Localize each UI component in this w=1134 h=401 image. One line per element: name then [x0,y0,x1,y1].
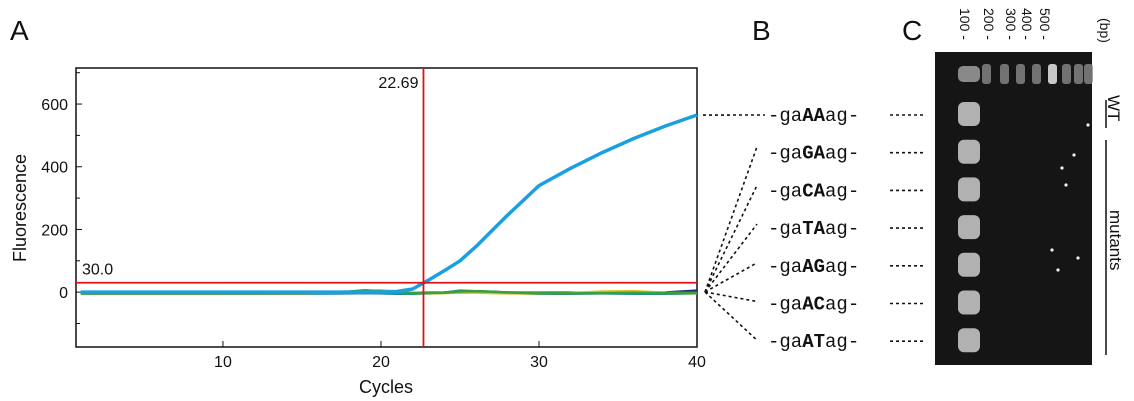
y-axis-label: Fluorescence [10,154,30,262]
mutants-label: mutants [1106,210,1125,270]
sequence: -gaATag- [768,331,859,353]
x-tick-label: 10 [214,354,232,371]
connector [705,263,757,292]
sequence-part: -ga [768,180,802,202]
connector [705,292,757,302]
y-tick-label: 200 [41,222,68,239]
connector [705,224,757,292]
x-axis-label: Cycles [359,377,413,397]
sequence-part: ag- [825,218,859,240]
sequence-part: -ga [768,143,802,165]
ladder-label: 400 - [1019,8,1035,40]
connector [705,292,757,340]
well-band [1016,64,1025,84]
ladder-label: 300 - [1003,8,1019,40]
ladder-band [958,140,980,164]
ladder-label: 200 - [981,8,997,40]
plot-frame [76,68,697,347]
sequence-mutation: AG [802,256,825,278]
ladder-label: 500 - [1037,8,1053,40]
figure: A B C Cycles Fluorescence 0 200 400 600 10 20… [0,0,1134,401]
sequence: -gaACag- [768,294,859,316]
x-tick-label: 40 [688,354,706,371]
ladder-band [958,253,980,277]
y-tick-label: 0 [59,285,68,302]
wt-label: WT [1104,95,1123,121]
sequence-part: -ga [768,256,802,278]
sequence-part: -ga [768,105,802,127]
sequence-mutation: AT [802,331,825,353]
ct-label: 22.69 [378,75,418,92]
sequence: -gaAAag- [768,105,859,127]
sequence-part: -ga [768,294,802,316]
sequence-part: ag- [825,105,859,127]
sequence-part: ag- [825,256,859,278]
x-tick-label: 30 [530,354,548,371]
speck [1064,183,1067,186]
sequence: -gaAGag- [768,256,859,278]
sequence-part: ag- [825,294,859,316]
well-band [1048,64,1057,84]
sequence-part: ag- [825,180,859,202]
ladder-label: 100 - [957,8,973,40]
y-tick-label: 400 [41,160,68,177]
connector [705,147,757,292]
well-band [982,64,991,84]
x-tick-label: 20 [372,354,390,371]
sequence-part: ag- [825,331,859,353]
panel-label: C [902,15,922,46]
sequence-part: ag- [825,143,859,165]
ladder-band [958,177,980,201]
sequence: -gaTAag- [768,218,859,240]
unit-label: (bp) [1097,18,1113,43]
well-band [1000,64,1009,84]
sequence-part: -ga [768,331,802,353]
sequence: -gaCAag- [768,180,859,202]
connector [705,185,757,292]
speck [1050,248,1053,251]
well-band [1062,64,1071,84]
speck [1060,166,1063,169]
speck [1056,268,1059,271]
sequence-mutation: AC [802,294,825,316]
sequence: -gaGAag- [768,143,859,165]
well-band [1084,64,1093,84]
ladder-band [958,102,980,126]
data-line [81,115,697,292]
panel-label: B [752,15,771,46]
ladder-band [958,291,980,315]
panel-label: A [10,15,29,46]
ladder-band [958,66,980,82]
sequence-mutation: GA [802,143,825,165]
ladder-band [958,215,980,239]
well-band [1032,64,1041,84]
speck [1072,153,1075,156]
ladder-band [958,328,980,352]
threshold-label: 30.0 [82,262,113,279]
sequence-mutation: AA [802,105,825,127]
well-band [1074,64,1083,84]
sequence-mutation: CA [802,180,825,202]
gel-image [935,52,1093,365]
speck [1086,123,1089,126]
speck [1076,256,1079,259]
sequence-mutation: TA [802,218,825,240]
y-tick-label: 600 [41,97,68,114]
sequence-part: -ga [768,218,802,240]
